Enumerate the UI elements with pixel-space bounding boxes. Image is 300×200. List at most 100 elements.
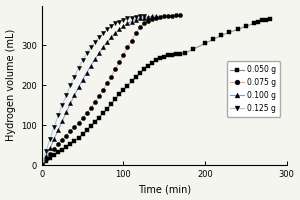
0.100 g — [126, 22, 129, 25]
0.125 g — [73, 75, 76, 78]
0.125 g — [44, 150, 48, 152]
0.075 g — [73, 126, 76, 128]
0.075 g — [105, 82, 109, 84]
0.125 g — [89, 46, 93, 49]
0.100 g — [113, 32, 117, 35]
0.075 g — [134, 32, 137, 35]
0.075 g — [81, 117, 84, 119]
0.075 g — [146, 20, 150, 22]
0.075 g — [130, 39, 134, 42]
0.100 g — [97, 52, 101, 55]
Line: 0.075 g: 0.075 g — [40, 13, 183, 167]
0.050 g — [220, 34, 223, 37]
0.125 g — [97, 36, 101, 39]
0.125 g — [134, 16, 137, 18]
0.075 g — [122, 54, 125, 57]
0.050 g — [162, 55, 166, 58]
0.050 g — [252, 22, 256, 25]
0.075 g — [154, 16, 158, 19]
0.100 g — [40, 164, 44, 166]
0.100 g — [154, 15, 158, 17]
0.125 g — [113, 22, 117, 25]
0.100 g — [77, 86, 80, 88]
0.050 g — [101, 112, 105, 114]
0.100 g — [60, 120, 64, 122]
0.100 g — [138, 17, 142, 20]
0.125 g — [138, 15, 142, 18]
0.075 g — [175, 14, 178, 16]
0.075 g — [179, 14, 182, 16]
0.050 g — [56, 151, 60, 153]
0.050 g — [130, 80, 134, 83]
0.100 g — [134, 18, 137, 21]
0.100 g — [89, 65, 93, 67]
0.050 g — [81, 133, 84, 136]
0.050 g — [110, 103, 113, 105]
0.050 g — [191, 48, 194, 51]
0.050 g — [175, 53, 178, 55]
0.050 g — [244, 25, 247, 27]
0.050 g — [105, 108, 109, 110]
0.050 g — [113, 98, 117, 100]
0.100 g — [56, 129, 60, 131]
Legend: 0.050 g, 0.075 g, 0.100 g, 0.125 g: 0.050 g, 0.075 g, 0.100 g, 0.125 g — [227, 61, 280, 117]
0.050 g — [158, 57, 162, 59]
0.125 g — [77, 67, 80, 69]
0.125 g — [85, 52, 88, 55]
0.050 g — [167, 54, 170, 57]
0.050 g — [52, 154, 56, 156]
0.125 g — [69, 84, 72, 86]
0.050 g — [138, 72, 142, 75]
0.075 g — [150, 18, 154, 20]
0.100 g — [130, 20, 134, 23]
0.100 g — [44, 155, 48, 157]
0.075 g — [142, 22, 146, 25]
0.075 g — [48, 153, 52, 155]
0.125 g — [48, 138, 52, 140]
0.125 g — [130, 16, 134, 19]
0.075 g — [93, 101, 97, 104]
0.100 g — [142, 16, 146, 19]
0.050 g — [64, 146, 68, 148]
0.125 g — [118, 20, 121, 23]
0.125 g — [56, 114, 60, 116]
0.125 g — [110, 25, 113, 27]
0.100 g — [105, 41, 109, 43]
0.100 g — [81, 79, 84, 81]
0.100 g — [110, 36, 113, 39]
0.075 g — [56, 143, 60, 145]
0.050 g — [260, 19, 264, 22]
0.075 g — [64, 134, 68, 137]
0.050 g — [268, 18, 272, 20]
0.075 g — [77, 122, 80, 124]
0.100 g — [64, 111, 68, 113]
0.075 g — [170, 14, 174, 17]
Y-axis label: Hydrogen volume (mL): Hydrogen volume (mL) — [6, 29, 16, 141]
0.075 g — [118, 61, 121, 63]
0.100 g — [52, 138, 56, 140]
0.050 g — [77, 137, 80, 139]
0.125 g — [93, 41, 97, 43]
0.050 g — [264, 18, 268, 21]
0.050 g — [228, 31, 231, 33]
Line: 0.100 g: 0.100 g — [40, 14, 158, 167]
0.125 g — [126, 17, 129, 20]
0.050 g — [126, 84, 129, 87]
0.100 g — [150, 15, 154, 18]
0.050 g — [73, 140, 76, 142]
0.125 g — [142, 15, 146, 17]
0.050 g — [183, 52, 186, 55]
0.050 g — [122, 89, 125, 91]
0.075 g — [101, 89, 105, 91]
0.050 g — [236, 28, 239, 31]
0.075 g — [126, 46, 129, 49]
0.125 g — [40, 164, 44, 166]
0.125 g — [101, 32, 105, 35]
0.050 g — [211, 38, 215, 41]
0.075 g — [158, 16, 162, 18]
0.075 g — [44, 158, 48, 160]
0.050 g — [154, 59, 158, 61]
0.100 g — [118, 28, 121, 31]
0.050 g — [85, 129, 88, 132]
0.050 g — [150, 62, 154, 64]
